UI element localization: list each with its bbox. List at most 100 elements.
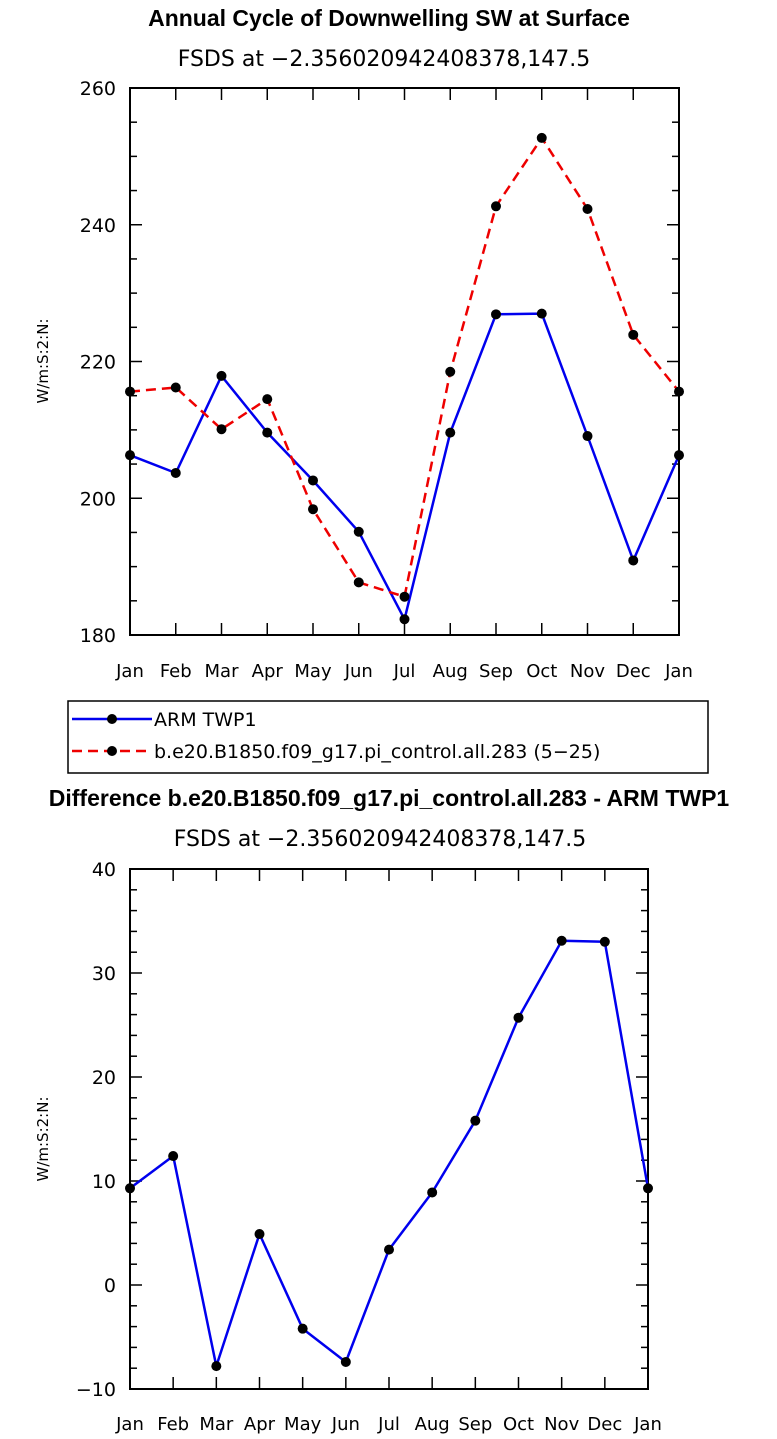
x-tick-label: Jun — [344, 661, 373, 682]
y-tick-label: 200 — [80, 488, 116, 510]
series-0-point — [536, 308, 547, 319]
x-tick-label: Jul — [377, 1414, 400, 1435]
x-tick-label: Jun — [331, 1414, 360, 1435]
series-1-point — [170, 382, 181, 393]
chart1-legend: ARM TWP1 b.e20.B1850.f09_g17.pi_control.… — [67, 700, 709, 774]
series-0-point — [445, 427, 456, 438]
series-0-point — [216, 370, 227, 381]
x-tick-label: Jan — [664, 661, 693, 682]
chart1-plot-frame — [129, 87, 680, 636]
chart2-series — [125, 935, 653, 1372]
series-1-point — [125, 386, 135, 397]
series-0-point — [297, 1323, 308, 1334]
series-0-point — [125, 450, 135, 461]
series-1-point — [582, 204, 593, 215]
series-1-point — [491, 201, 501, 212]
x-tick-label: Jan — [633, 1414, 662, 1435]
series-0-point — [262, 427, 273, 438]
chart1-ylabel: W/m:S:2:N: — [34, 319, 52, 404]
chart1-series — [125, 132, 684, 625]
legend-marker-model — [107, 746, 117, 756]
series-0-point — [582, 431, 593, 442]
x-tick-label: Aug — [433, 661, 468, 682]
series-1-point — [674, 386, 684, 397]
x-tick-label: Jul — [393, 661, 416, 682]
series-0-point — [125, 1183, 135, 1194]
chart2-x-tick-labels: Jan Feb Mar Apr May Jun Jul Aug Sep Oct Nov Dec Jan — [115, 1414, 662, 1435]
chart1-subtitle: FSDS at −2.356020942408378,147.5 — [178, 47, 591, 72]
series-1-point — [216, 424, 227, 435]
series-1-point — [353, 577, 364, 588]
x-tick-label: Sep — [458, 1414, 492, 1435]
y-tick-label: 220 — [80, 352, 116, 374]
series-0-point — [674, 450, 684, 461]
series-0-point — [308, 475, 318, 486]
series-0-point — [340, 1356, 351, 1367]
legend-label-model: b.e20.B1850.f09_g17.pi_control.all.283 (… — [154, 741, 600, 763]
x-tick-label: Mar — [199, 1414, 234, 1435]
series-0-point — [513, 1012, 524, 1023]
series-1-point — [262, 394, 273, 405]
legend-marker-arm — [107, 714, 117, 724]
series-0-point — [427, 1187, 438, 1198]
x-tick-label: Apr — [244, 1414, 276, 1435]
x-tick-label: Dec — [616, 661, 651, 682]
x-tick-label: Dec — [587, 1414, 622, 1435]
chart2-plot-frame — [129, 868, 649, 1390]
series-line-0 — [129, 939, 650, 1368]
x-tick-label: Apr — [252, 661, 284, 682]
legend-box — [67, 700, 709, 774]
y-tick-label: 10 — [92, 1171, 116, 1193]
series-0-point — [254, 1229, 265, 1240]
chart1-y-tick-labels: 180 200 220 240 260 — [80, 78, 116, 647]
chart2-ticks — [129, 868, 649, 1390]
x-tick-label: Jan — [115, 661, 144, 682]
series-0-point — [399, 614, 410, 625]
series-0-point — [353, 526, 364, 537]
series-0-point — [556, 935, 567, 946]
legend-label-arm: ARM TWP1 — [154, 709, 257, 731]
series-0-point — [384, 1244, 394, 1255]
series-line-1 — [129, 136, 680, 598]
y-tick-label: 260 — [80, 78, 116, 100]
x-tick-label: May — [294, 661, 332, 682]
series-0-point — [643, 1183, 653, 1194]
y-tick-label: 30 — [92, 963, 116, 985]
x-tick-label: Oct — [526, 661, 557, 682]
series-1-point — [628, 329, 639, 340]
series-1-point — [308, 504, 318, 515]
chart2-subtitle: FSDS at −2.356020942408378,147.5 — [174, 827, 587, 852]
chart2-ylabel: W/m:S:2:N: — [34, 1097, 52, 1182]
y-tick-label: 20 — [92, 1067, 116, 1089]
series-0-point — [170, 467, 181, 478]
x-tick-label: Mar — [205, 661, 240, 682]
y-tick-label: 0 — [104, 1275, 116, 1297]
chart1-x-tick-labels: Jan Feb Mar Apr May Jun Jul Aug Sep Oct Nov Dec Jan — [115, 661, 693, 682]
y-tick-label: 40 — [92, 859, 116, 881]
series-0-point — [211, 1361, 222, 1372]
x-tick-label: May — [284, 1414, 322, 1435]
x-tick-label: Sep — [479, 661, 513, 682]
chart1-title: Annual Cycle of Downwelling SW at Surfac… — [148, 5, 630, 31]
series-1-point — [399, 591, 410, 602]
annual-cycle-chart: Annual Cycle of Downwelling SW at Surfac… — [34, 5, 693, 682]
series-0-point — [491, 309, 501, 320]
series-0-point — [470, 1115, 481, 1126]
x-tick-label: Aug — [415, 1414, 450, 1435]
y-tick-label: −10 — [76, 1379, 116, 1401]
series-1-point — [445, 366, 456, 377]
x-tick-label: Feb — [157, 1414, 189, 1435]
difference-chart: Difference b.e20.B1850.f09_g17.pi_contro… — [34, 785, 729, 1435]
y-tick-label: 240 — [80, 215, 116, 237]
x-tick-label: Jan — [115, 1414, 144, 1435]
chart1-ticks — [129, 87, 680, 636]
chart2-title: Difference b.e20.B1850.f09_g17.pi_contro… — [49, 785, 730, 811]
series-0-point — [168, 1151, 179, 1162]
y-tick-label: 180 — [80, 625, 116, 647]
x-tick-label: Nov — [570, 661, 605, 682]
series-1-point — [536, 132, 547, 143]
series-line-0 — [129, 312, 681, 621]
series-0-point — [628, 555, 639, 566]
x-tick-label: Feb — [160, 661, 192, 682]
